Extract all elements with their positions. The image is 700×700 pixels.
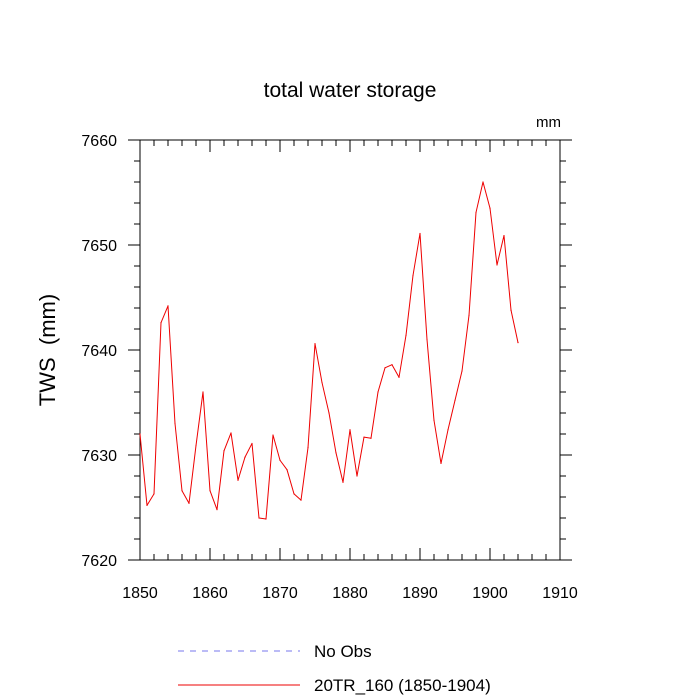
series-layer bbox=[139, 181, 519, 520]
x-axis-tick-labels: 1850 1860 1870 1880 1890 1900 1910 bbox=[122, 585, 578, 602]
x-tick-label: 1880 bbox=[332, 585, 368, 602]
data-point bbox=[230, 432, 232, 434]
data-point bbox=[181, 490, 183, 492]
data-point bbox=[293, 493, 295, 495]
x-tick-label: 1870 bbox=[262, 585, 298, 602]
units-label: mm bbox=[536, 114, 561, 131]
data-point bbox=[195, 444, 197, 447]
legend-label: 20TR_160 (1850-1904) bbox=[314, 676, 491, 695]
data-point bbox=[342, 481, 344, 483]
data-point bbox=[216, 509, 218, 511]
data-point bbox=[447, 429, 449, 431]
data-point bbox=[244, 456, 246, 458]
y-axis-tick-labels: 7620 7630 7640 7650 7660 bbox=[81, 133, 117, 570]
data-point bbox=[391, 364, 393, 366]
data-point bbox=[489, 207, 491, 209]
y-tick-label: 7640 bbox=[81, 343, 117, 360]
data-point bbox=[300, 499, 302, 501]
data-point bbox=[160, 322, 162, 324]
data-point bbox=[153, 493, 155, 495]
x-axis-ticks bbox=[139, 140, 561, 560]
y-tick-label: 7620 bbox=[81, 553, 117, 570]
data-point bbox=[412, 274, 414, 277]
data-point bbox=[321, 381, 323, 384]
data-point bbox=[356, 475, 358, 477]
data-point bbox=[174, 422, 176, 425]
data-point bbox=[139, 433, 141, 435]
data-point bbox=[384, 367, 386, 369]
data-point bbox=[167, 305, 169, 307]
data-point bbox=[510, 309, 512, 311]
data-point bbox=[496, 264, 498, 266]
data-point bbox=[426, 338, 428, 341]
data-point bbox=[237, 479, 239, 481]
data-point bbox=[146, 504, 148, 506]
data-point bbox=[188, 502, 190, 504]
data-point bbox=[419, 232, 421, 235]
legend: No Obs 20TR_160 (1850-1904) bbox=[178, 642, 491, 695]
data-point bbox=[405, 334, 407, 336]
data-point bbox=[461, 370, 463, 372]
data-point bbox=[370, 437, 372, 439]
y-axis-ticks bbox=[128, 139, 572, 561]
x-tick-label: 1910 bbox=[542, 585, 578, 602]
data-point bbox=[349, 429, 351, 431]
data-point bbox=[258, 517, 260, 519]
x-tick-label: 1860 bbox=[192, 585, 228, 602]
data-point bbox=[503, 234, 505, 237]
data-point bbox=[265, 518, 267, 520]
y-axis-label: TWS (mm) bbox=[35, 294, 60, 406]
data-point bbox=[279, 459, 281, 461]
legend-label: No Obs bbox=[314, 642, 372, 661]
data-point bbox=[328, 412, 330, 414]
data-point bbox=[202, 391, 204, 393]
data-point bbox=[517, 342, 519, 344]
data-point bbox=[363, 436, 365, 438]
data-point bbox=[454, 399, 456, 401]
chart-title: total water storage bbox=[264, 79, 437, 102]
data-point bbox=[251, 442, 253, 445]
data-point bbox=[468, 314, 470, 316]
y-tick-label: 7630 bbox=[81, 448, 117, 465]
data-point bbox=[475, 211, 477, 214]
data-point bbox=[307, 447, 309, 449]
data-point bbox=[223, 450, 225, 452]
data-point bbox=[209, 490, 211, 492]
series-line bbox=[139, 181, 519, 520]
data-point bbox=[482, 181, 484, 183]
x-tick-label: 1900 bbox=[472, 585, 508, 602]
x-tick-label: 1850 bbox=[122, 585, 158, 602]
data-point bbox=[286, 469, 288, 471]
data-point bbox=[440, 462, 442, 464]
x-tick-label: 1890 bbox=[402, 585, 438, 602]
data-point bbox=[314, 343, 316, 345]
data-point bbox=[272, 434, 274, 436]
plot-area-frame bbox=[139, 139, 561, 561]
data-point bbox=[377, 391, 379, 393]
data-point bbox=[335, 452, 337, 454]
y-tick-label: 7650 bbox=[81, 238, 117, 255]
data-point bbox=[398, 376, 400, 378]
y-tick-label: 7660 bbox=[81, 133, 117, 150]
data-point bbox=[433, 419, 435, 421]
